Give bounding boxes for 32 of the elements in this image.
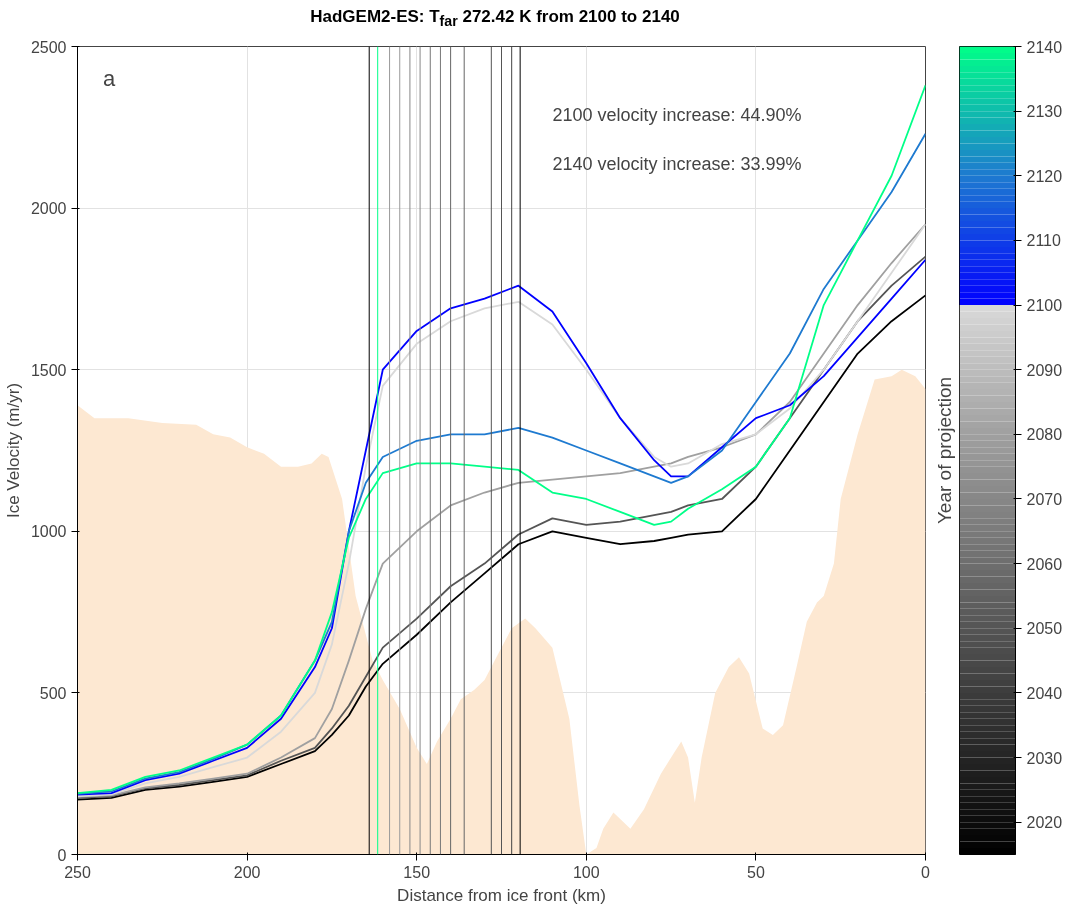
color-bar-label: 2080 xyxy=(1026,426,1063,444)
x-tick-label: 150 xyxy=(403,863,431,881)
color-bar-label: 2050 xyxy=(1026,620,1063,638)
annotation: 2140 velocity increase: 33.99% xyxy=(552,153,802,174)
x-tick-label: 250 xyxy=(64,863,91,881)
y-axis-title: Ice Velocity (m/yr) xyxy=(3,382,23,519)
y-tick-label: 500 xyxy=(39,684,67,702)
color-bar-label: 2100 xyxy=(1026,297,1063,315)
color-bar-label: 2070 xyxy=(1026,490,1063,508)
color-bar-label: 2130 xyxy=(1026,103,1063,121)
x-axis-title: Distance from ice front (km) xyxy=(397,885,606,905)
x-tick-label: 100 xyxy=(572,863,600,881)
chart-title: HadGEM2-ES: T$_{far}$ 272.42 K from 2100 to 2140 xyxy=(310,6,680,32)
color-bar-label: 2030 xyxy=(1026,749,1063,767)
annotation: a xyxy=(102,66,116,92)
color-bar-label: 2120 xyxy=(1026,167,1063,185)
x-tick-label: 0 xyxy=(921,863,931,881)
color-bar-title: Year of projection xyxy=(933,376,955,525)
y-tick-label: 2000 xyxy=(30,200,67,218)
color-bar-label: 2040 xyxy=(1026,684,1063,702)
y-tick-label: 0 xyxy=(57,846,67,864)
y-tick-label: 1000 xyxy=(30,523,67,541)
color-bar-label: 2090 xyxy=(1026,361,1063,379)
y-tick-label: 1500 xyxy=(30,361,67,379)
color-bar-label: 2020 xyxy=(1026,814,1063,832)
annotation: 2100 velocity increase: 44.90% xyxy=(552,105,802,126)
color-bar-label: 2110 xyxy=(1026,232,1062,250)
color-bar-label: 2140 xyxy=(1026,38,1063,56)
x-tick-label: 50 xyxy=(747,863,765,881)
x-tick-label: 200 xyxy=(233,863,261,881)
color-bar-label: 2060 xyxy=(1026,555,1063,573)
y-tick-label: 2500 xyxy=(30,38,67,56)
